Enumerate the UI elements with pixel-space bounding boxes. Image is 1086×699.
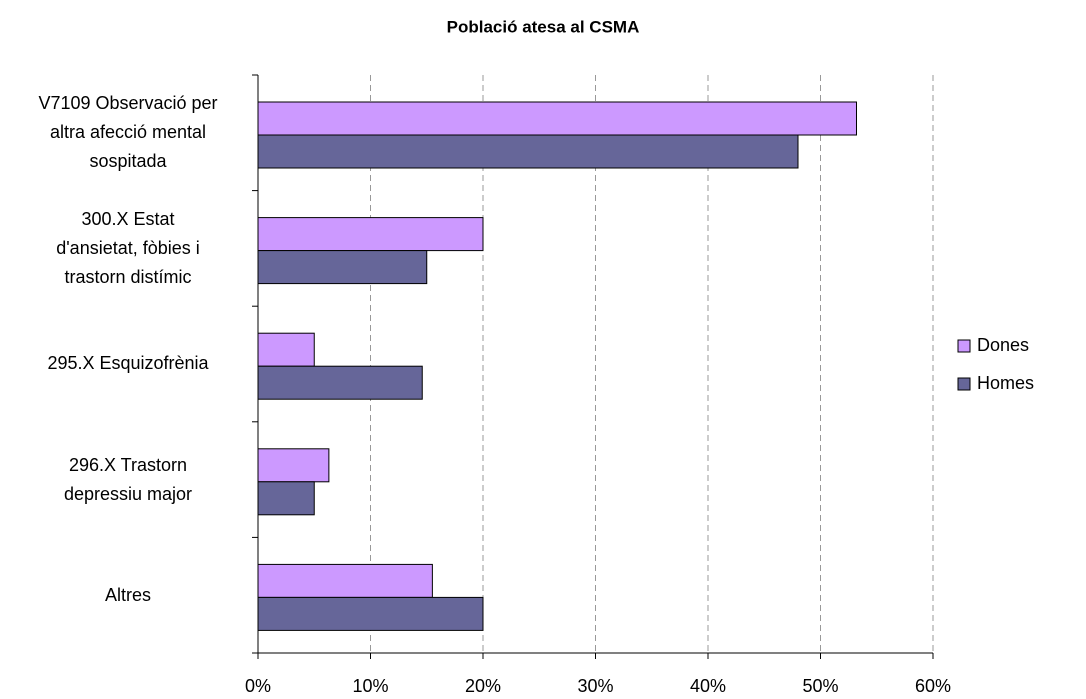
bar: [257, 563, 433, 598]
bar: [257, 101, 857, 136]
y-tick-label: V7109 Observació per altra afecció menta…: [38, 93, 218, 172]
bar: [257, 250, 428, 285]
x-tick-label: 30%: [577, 676, 613, 696]
y-tick-label: Altres: [104, 584, 151, 605]
x-tick-label: 20%: [465, 676, 501, 696]
x-tick-label: 10%: [352, 676, 388, 696]
bar: [257, 134, 799, 169]
x-tick-label: 50%: [802, 676, 838, 696]
bar: [257, 365, 423, 400]
bar: [257, 481, 315, 516]
legend-label: Dones: [977, 335, 1029, 355]
bar: [257, 217, 484, 252]
bar: [257, 332, 315, 367]
y-tick-label: 296.X Trastorn depressiu major: [63, 454, 193, 504]
y-tick-label: 300.X Estat d'ansietat, fòbies i trastor…: [56, 208, 200, 287]
bar: [257, 448, 330, 483]
chart-title: Població atesa al CSMA: [447, 17, 640, 36]
x-tick-label: 40%: [690, 676, 726, 696]
x-tick-label: 60%: [915, 676, 951, 696]
legend-label: Homes: [977, 373, 1034, 393]
legend-swatch: [957, 339, 971, 353]
legend-swatch: [957, 377, 971, 391]
bar: [257, 596, 484, 631]
y-tick-label: 295.X Esquizofrènia: [47, 353, 209, 374]
x-tick-label: 0%: [245, 676, 271, 696]
